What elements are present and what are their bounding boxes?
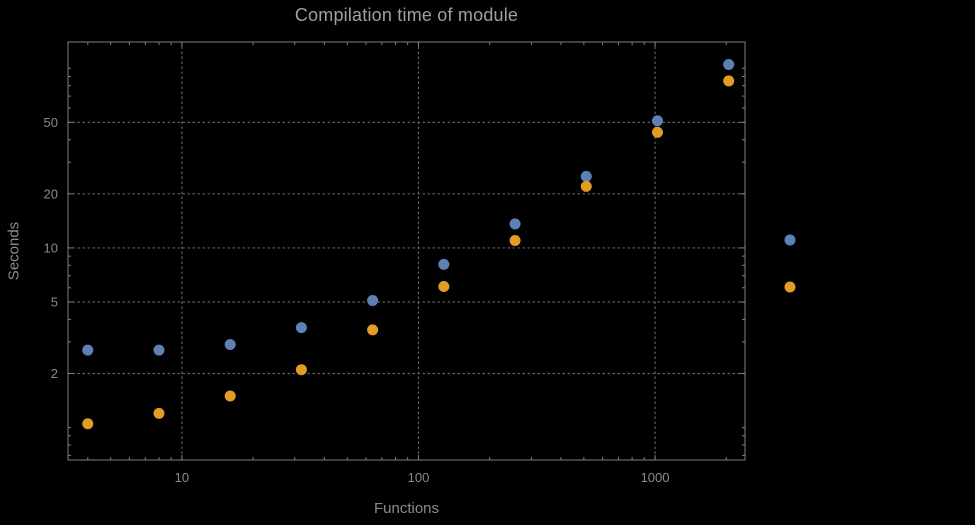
series-orange-point: [82, 418, 94, 430]
series-blue-point: [367, 294, 379, 306]
series-orange-point: [651, 126, 663, 138]
series-blue-point: [224, 339, 236, 351]
series-blue-point: [723, 58, 735, 70]
series-orange-point: [224, 390, 236, 402]
series-orange-point: [153, 407, 165, 419]
y-tick-label: 2: [51, 366, 58, 381]
series-blue-point: [651, 115, 663, 127]
x-tick-label: 10: [175, 470, 189, 485]
series-blue-point: [438, 258, 450, 270]
y-tick-label: 5: [51, 295, 58, 310]
x-tick-label: 100: [408, 470, 430, 485]
legend-marker-0: [784, 234, 796, 246]
x-axis-label: Functions: [373, 500, 440, 517]
series-orange-point: [438, 280, 450, 292]
series-orange-point: [723, 75, 735, 87]
plot-frame: [67, 41, 746, 461]
y-tick-label: 20: [44, 186, 58, 201]
series-blue-point: [82, 344, 94, 356]
series-blue-point: [509, 218, 521, 230]
y-tick-label: 50: [44, 115, 58, 130]
series-blue-point: [580, 170, 592, 182]
series-orange-point: [509, 234, 521, 246]
series-orange-point: [580, 180, 592, 192]
series-blue-point: [153, 344, 165, 356]
series-orange-point: [367, 324, 379, 336]
chart-title: Compilation time of module: [294, 5, 519, 25]
y-tick-label: 10: [44, 240, 58, 255]
legend-marker-1: [784, 281, 796, 293]
series-blue-point: [295, 322, 307, 334]
series-orange-point: [295, 364, 307, 376]
x-tick-label: 1000: [641, 470, 670, 485]
